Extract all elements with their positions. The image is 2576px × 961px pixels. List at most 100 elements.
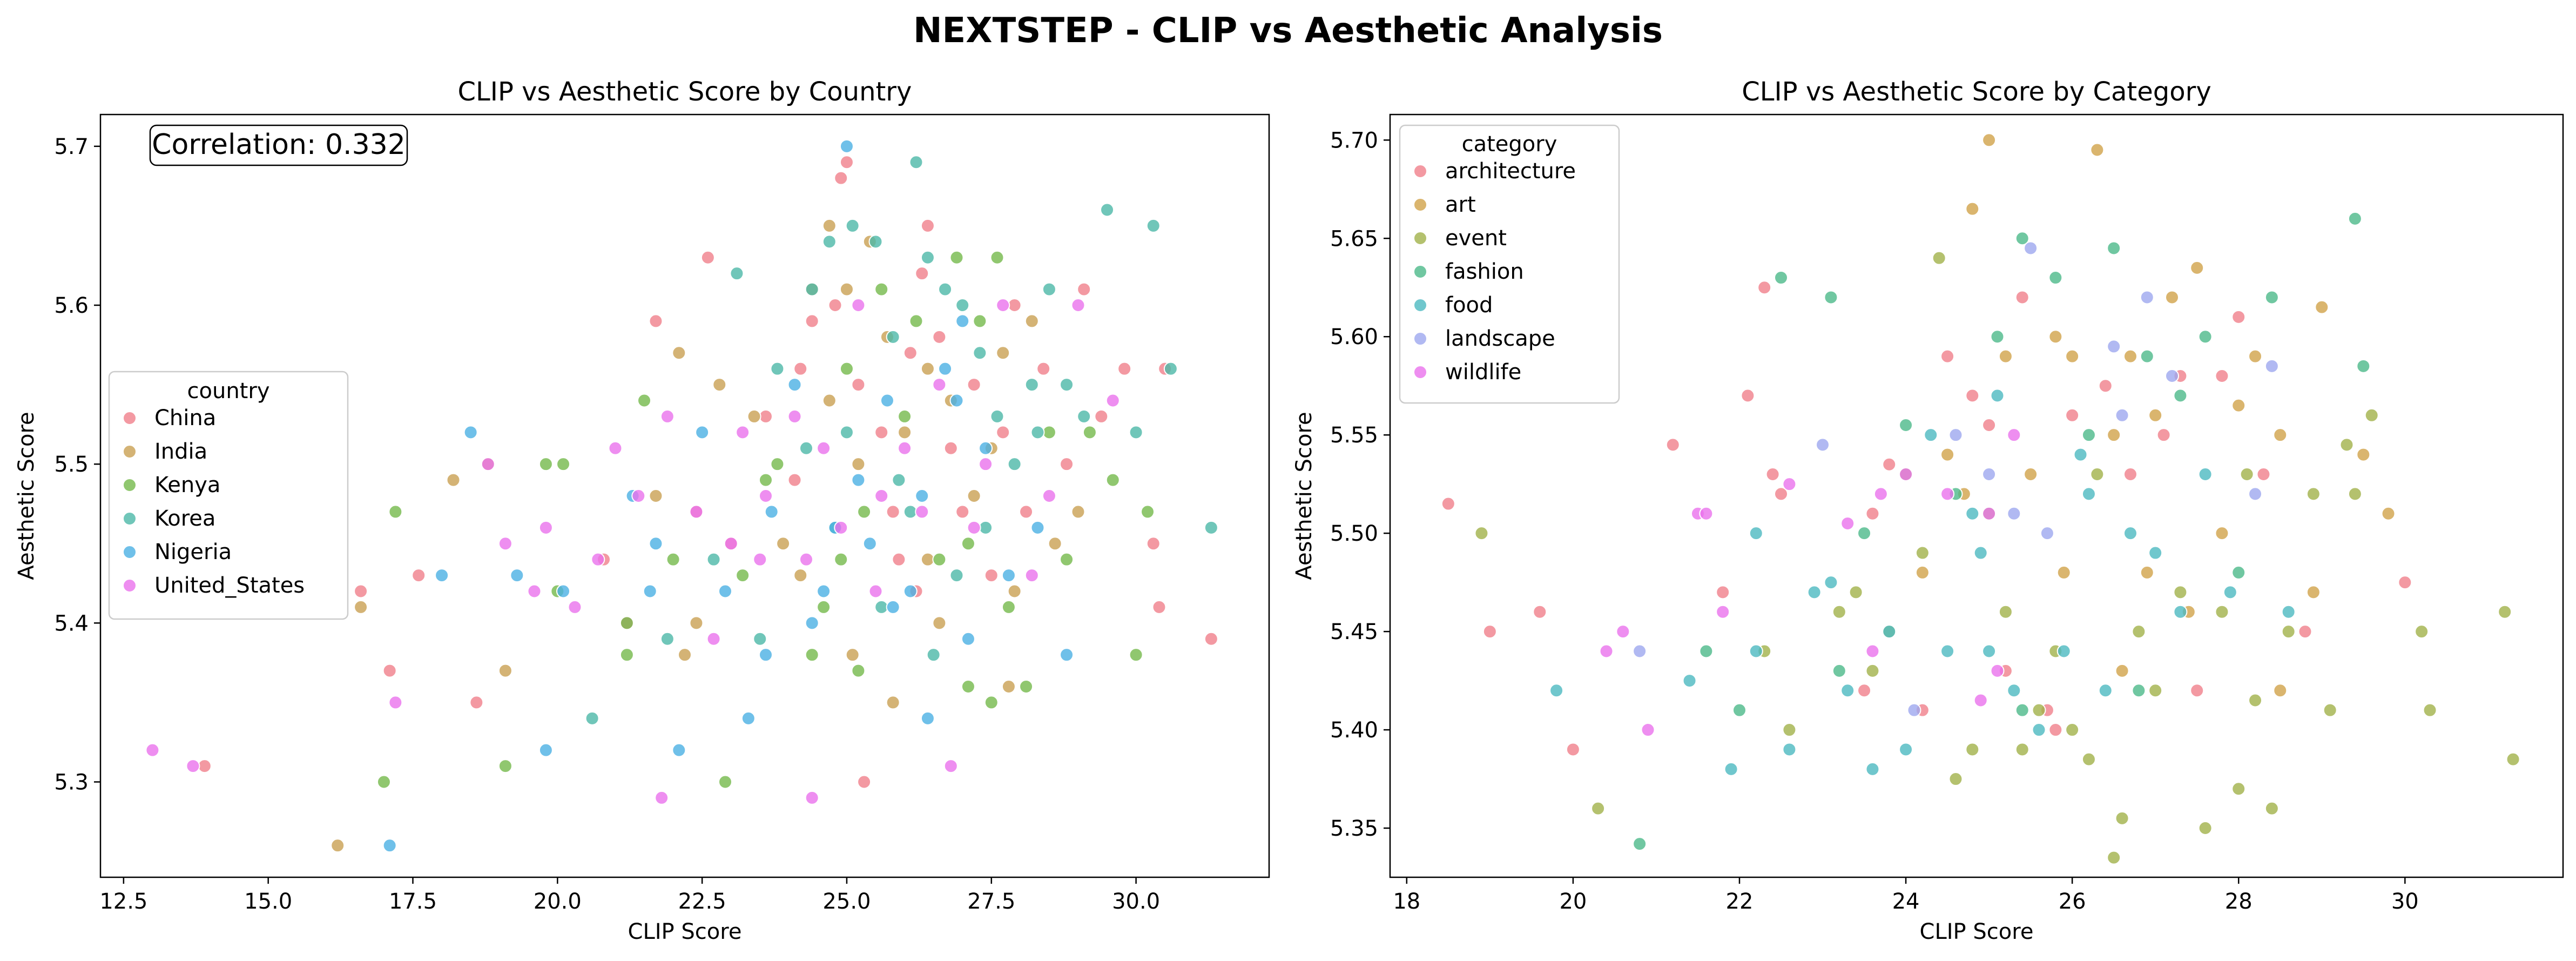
point-event (2107, 850, 2121, 865)
legend-marker-united-states (123, 579, 137, 593)
point-china (197, 759, 212, 774)
point-art (1998, 349, 2013, 364)
point-united-states (834, 520, 848, 535)
category-legend-entries: architecture art event fashion food landscape… (1413, 159, 1576, 385)
point-landscape (1907, 703, 1921, 717)
point-event (1932, 251, 1946, 265)
point-india (898, 425, 912, 440)
point-art (2381, 506, 2396, 521)
point-china (955, 505, 970, 519)
point-united-states (943, 759, 958, 774)
point-event (2081, 752, 2096, 767)
point-event (1948, 772, 1963, 787)
point-nigeria (556, 584, 571, 599)
point-kenya (932, 552, 947, 567)
y-tick-label: 5.60 (1330, 325, 1378, 350)
point-architecture (1441, 496, 1455, 511)
point-nigeria (938, 361, 953, 376)
point-china (1152, 600, 1166, 614)
x-tick-label: 30.0 (1112, 889, 1160, 914)
point-event (1591, 801, 1606, 816)
y-tick-label: 5.40 (1330, 718, 1378, 743)
point-china (469, 695, 484, 710)
point-architecture (2215, 369, 2229, 384)
point-india (354, 600, 368, 614)
point-united-states (753, 552, 767, 567)
legend-label-korea: Korea (154, 506, 215, 531)
point-food (1990, 388, 2005, 403)
point-united-states (736, 425, 750, 440)
point-landscape (2007, 506, 2021, 521)
point-architecture (1882, 457, 1897, 472)
legend-label-fashion: fashion (1445, 259, 1524, 284)
point-architecture (2065, 408, 2080, 422)
point-event (2348, 487, 2362, 501)
point-fashion (1732, 703, 1746, 717)
point-event (2173, 585, 2188, 600)
point-nigeria (920, 711, 935, 725)
point-united-states (186, 759, 200, 774)
point-event (1849, 585, 1863, 600)
point-art (2123, 349, 2137, 364)
point-event (1832, 604, 1846, 619)
point-wildlife (1840, 516, 1855, 530)
point-kenya (839, 361, 854, 376)
point-india (839, 282, 854, 297)
x-tick-label: 22 (1726, 889, 1754, 914)
point-kenya (736, 568, 750, 583)
x-tick-label: 17.5 (389, 889, 437, 914)
point-kenya (961, 680, 975, 694)
point-china (967, 378, 981, 392)
point-fashion (2015, 231, 2029, 246)
point-united-states (932, 378, 947, 392)
point-china (1117, 361, 1132, 376)
point-nigeria (643, 584, 657, 599)
point-event (1865, 663, 1880, 678)
point-art (1940, 447, 1955, 462)
point-nigeria (979, 441, 993, 455)
point-architecture (1566, 742, 1580, 757)
point-korea (660, 631, 675, 646)
point-event (1998, 604, 2013, 619)
point-korea (979, 520, 993, 535)
point-korea (845, 218, 860, 233)
category-legend-box (1399, 124, 1620, 404)
point-india (649, 489, 663, 503)
point-korea (920, 250, 935, 265)
point-kenya (874, 282, 889, 297)
point-architecture (1757, 280, 1772, 295)
point-united-states (805, 790, 819, 805)
point-fashion (1990, 330, 2005, 344)
point-kenya (619, 648, 634, 662)
x-tick-label: 20 (1559, 889, 1587, 914)
point-event (1915, 546, 1930, 560)
point-nigeria (741, 711, 756, 725)
point-architecture (1857, 683, 1872, 698)
legend-marker-china (123, 411, 137, 425)
point-event (2148, 683, 2163, 698)
point-china (1036, 361, 1051, 376)
point-china (412, 568, 426, 583)
point-united-states (1105, 393, 1120, 408)
category-panel-title: CLIP vs Aesthetic Score by Category (1742, 77, 2211, 107)
point-korea (973, 346, 987, 360)
point-korea (990, 409, 1004, 424)
point-kenya (637, 393, 652, 408)
point-nigeria (880, 393, 894, 408)
point-event (1474, 526, 1489, 541)
point-india (712, 378, 727, 392)
point-architecture (2123, 467, 2137, 481)
legend-label-china: China (154, 406, 216, 431)
point-nigeria (1030, 520, 1045, 535)
point-india (822, 218, 837, 233)
country-legend-entries: China India Kenya Korea Nigeria United_States (123, 406, 305, 598)
point-united-states (1024, 568, 1039, 583)
point-art (2065, 349, 2080, 364)
x-tick-label: 28 (2225, 889, 2253, 914)
point-architecture (2048, 723, 2063, 737)
point-food (1749, 526, 1763, 541)
point-india (1071, 505, 1085, 519)
legend-label-architecture: architecture (1445, 159, 1576, 184)
point-fashion (2015, 703, 2029, 717)
point-fashion (2348, 211, 2362, 226)
